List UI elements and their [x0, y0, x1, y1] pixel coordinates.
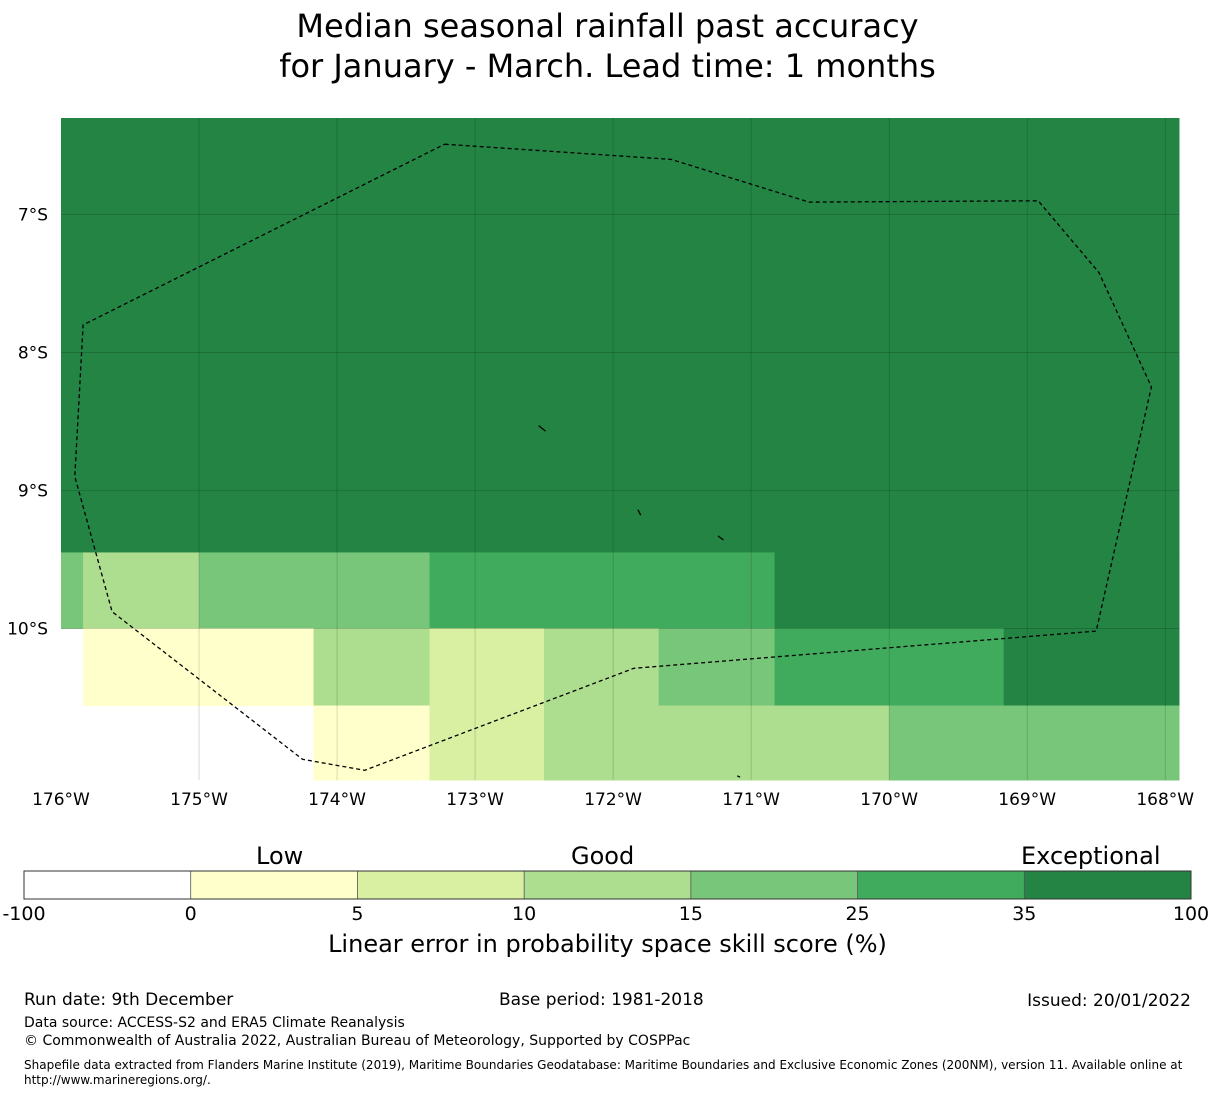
colorbar-frame	[23, 870, 1192, 900]
skill-cell-1	[61, 552, 84, 629]
map-axes: 176°W 175°W 174°W 173°W 172°W 171°W 170°W 169°W…	[7, 206, 1194, 810]
skill-cell-11	[774, 628, 1005, 707]
copyright: © Commonwealth of Australia 2022, Austra…	[24, 1033, 691, 1049]
eez-boundary-line	[74, 143, 1153, 771]
colorbar-tick-label-0: -100	[2, 903, 45, 925]
colorbar-tick-label-4: 15	[679, 903, 703, 925]
run-date: Run date: 9th December	[24, 990, 234, 1010]
issued-date: Issued: 20/01/2022	[1027, 991, 1191, 1011]
colorbar-swatch-1	[190, 871, 358, 899]
island-2	[717, 535, 724, 541]
colorbar-swatch-6	[1024, 871, 1191, 899]
map-gridlines	[61, 118, 1179, 780]
colorbar-category-good: Good	[571, 842, 635, 870]
skill-cell-5	[774, 552, 1180, 629]
lon-tick-label-3: 173°W	[446, 790, 504, 810]
skill-cell-15	[544, 705, 890, 781]
lon-tick-label-2: 174°W	[308, 790, 366, 810]
skill-cell-7	[313, 628, 431, 707]
lon-tick-label-7: 169°W	[998, 790, 1056, 810]
island-0	[538, 425, 546, 432]
skill-cell-16	[889, 705, 1180, 781]
lon-tick-label-4: 172°W	[584, 790, 642, 810]
skill-cell-3	[199, 552, 431, 629]
colorbar-swatch-5	[857, 871, 1025, 899]
colorbar-tick-label-3: 10	[512, 903, 536, 925]
colorbar-swatch-3	[524, 871, 691, 899]
islands	[538, 425, 741, 778]
colorbar-tick-label-5: 25	[845, 903, 869, 925]
colorbar-tick-label-1: 0	[185, 903, 197, 925]
colorbar-title: Linear error in probability space skill …	[328, 930, 887, 958]
colorbar-swatch-4	[690, 871, 858, 899]
shapefile-credit: Shapefile data extracted from Flanders M…	[24, 1058, 1183, 1087]
lat-tick-label-2: 9°S	[18, 481, 48, 501]
base-period: Base period: 1981-2018	[499, 990, 704, 1010]
skill-cell-13	[313, 705, 431, 781]
island-3	[737, 775, 741, 778]
chart-title: Median seasonal rainfall past accuracy f…	[0, 6, 1215, 86]
colorbar-category-exceptional: Exceptional	[1021, 842, 1161, 870]
data-source: Data source: ACCESS-S2 and ERA5 Climate …	[24, 1015, 405, 1031]
skill-cell-6	[83, 628, 315, 707]
skill-cell-8	[429, 628, 545, 707]
skill-cell-14	[429, 705, 545, 781]
skill-cell-12	[1003, 628, 1180, 707]
colorbar-tick-label-7: 100	[1173, 903, 1209, 925]
colorbar-swatch-0	[24, 871, 191, 899]
skill-cell-0	[61, 118, 1180, 553]
colorbar-category-low: Low	[256, 842, 304, 870]
colorbar-swatch-2	[357, 871, 525, 899]
title-line-1: Median seasonal rainfall past accuracy	[296, 7, 919, 45]
eez-boundary	[74, 143, 1153, 771]
skill-cell-10	[658, 628, 776, 707]
title-line-2: for January - March. Lead time: 1 months	[279, 47, 936, 85]
lon-tick-label-1: 175°W	[170, 790, 228, 810]
lat-tick-label-3: 10°S	[7, 619, 48, 639]
lon-tick-label-0: 176°W	[32, 790, 90, 810]
lon-tick-label-5: 171°W	[722, 790, 780, 810]
map-figure: 176°W 175°W 174°W 173°W 172°W 171°W 170°W 169°W…	[2, 118, 1209, 925]
skill-cell-2	[83, 552, 200, 629]
colorbar-tick-label-2: 5	[351, 903, 363, 925]
colorbar-tick-label-6: 35	[1012, 903, 1036, 925]
skill-grid	[61, 118, 1180, 781]
skill-cell-4	[429, 552, 776, 629]
colorbar: -100 0 5 10 15 25 35 100	[2, 870, 1209, 925]
lat-tick-label-1: 8°S	[18, 343, 48, 363]
lon-tick-label-8: 168°W	[1136, 790, 1194, 810]
island-1	[637, 509, 642, 516]
lat-tick-label-0: 7°S	[18, 206, 48, 226]
lon-tick-label-6: 170°W	[860, 790, 918, 810]
